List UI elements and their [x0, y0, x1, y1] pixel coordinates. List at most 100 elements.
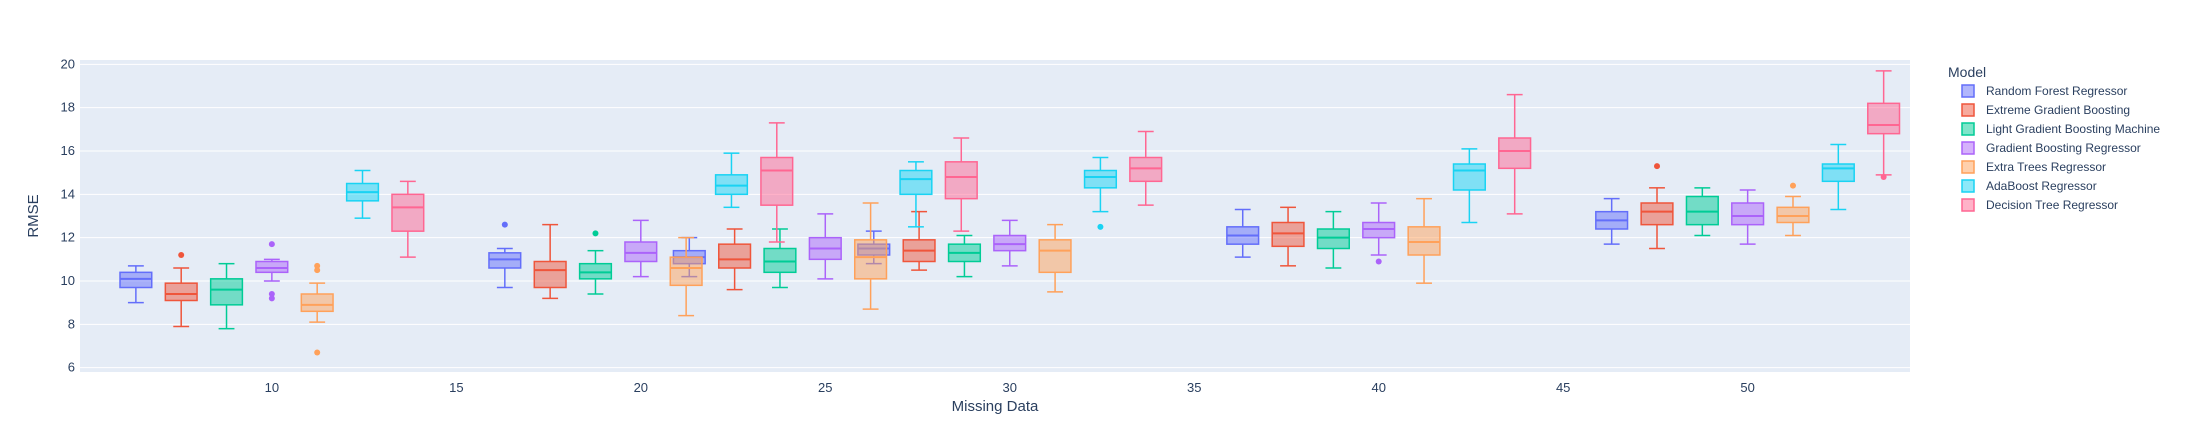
y-tick-label: 20 [61, 56, 75, 71]
outlier-point [1654, 163, 1661, 170]
box [1731, 189, 1765, 245]
legend-label: Light Gradient Boosting Machine [1986, 122, 2160, 136]
box-iqr [300, 293, 334, 313]
box-iqr [488, 252, 522, 269]
legend-label: AdaBoost Regressor [1986, 179, 2097, 193]
box [1685, 187, 1719, 237]
outlier-point [1880, 174, 1887, 180]
box [1776, 182, 1810, 237]
legend-swatch [1961, 122, 1975, 136]
box [714, 152, 749, 209]
box-iqr [763, 247, 797, 274]
box-iqr [853, 239, 888, 280]
legend-swatch [1961, 160, 1975, 174]
box-series [119, 70, 1901, 356]
box-series-extra-trees-regressor [300, 182, 1810, 356]
legend-swatch [1961, 179, 1975, 193]
box-iqr [899, 169, 933, 196]
box-iqr [119, 271, 153, 289]
box-series-decision-tree-regressor [391, 70, 1901, 258]
box [1362, 202, 1396, 265]
legend-label: Decision Tree Regressor [1986, 198, 2118, 212]
x-tick-label: 35 [1187, 380, 1201, 395]
box-iqr [1498, 137, 1532, 170]
box-iqr [209, 278, 244, 306]
box [533, 223, 567, 300]
box [164, 252, 198, 328]
box [947, 234, 982, 278]
legend-swatch [1961, 103, 1975, 117]
box [718, 228, 752, 291]
box [119, 265, 153, 304]
box-series-light-gradient-boosting-machine [209, 187, 1719, 330]
box-iqr [1776, 206, 1810, 224]
box-series-gradient-boosting-regressor [255, 189, 1765, 302]
box-iqr [1316, 228, 1350, 250]
box [1407, 197, 1441, 284]
box-iqr [624, 241, 658, 263]
outlier-point [1789, 182, 1796, 189]
box [488, 221, 522, 289]
box-iqr [714, 174, 749, 196]
box-iqr [1362, 221, 1396, 239]
legend-swatch [1961, 141, 1975, 155]
outlier-point [268, 295, 275, 302]
legend-item: Gradient Boosting Regressor [1961, 141, 2141, 155]
outlier-point [268, 241, 275, 248]
legend-swatch [1961, 84, 1975, 98]
box-iqr [760, 156, 794, 206]
y-tick-label: 10 [61, 273, 75, 288]
box-iqr [1038, 239, 1072, 274]
box-iqr [944, 161, 978, 200]
x-tick-label: 25 [818, 380, 832, 395]
box [944, 137, 978, 232]
box [209, 262, 244, 330]
legend-label: Random Forest Regressor [1986, 84, 2127, 98]
box [1038, 223, 1072, 293]
legend-item: Extreme Gradient Boosting [1961, 103, 2130, 117]
legend-item: Extra Trees Regressor [1961, 160, 2106, 174]
outlier-point [1375, 258, 1382, 265]
legend: Model Random Forest Regressor Extreme Gra… [1948, 64, 2160, 212]
y-tick-label: 18 [61, 100, 75, 115]
box-iqr [255, 260, 289, 274]
box [1129, 130, 1163, 206]
box [993, 219, 1027, 267]
y-tick-label: 14 [61, 186, 75, 201]
box-series-extreme-gradient-boosting [164, 163, 1674, 328]
box-series-adaboost-regressor [345, 143, 1855, 230]
box-iqr [1407, 226, 1441, 256]
box [391, 180, 425, 258]
box [1083, 156, 1118, 230]
box-iqr [1685, 195, 1719, 226]
y-axis-title: RMSE [25, 194, 42, 237]
box-iqr [391, 193, 425, 232]
box [760, 122, 794, 243]
y-axis-ticks: 6 8 10 12 14 16 18 20 [61, 56, 75, 374]
grid-lines [80, 63, 1910, 369]
legend-items: Random Forest Regressor Extreme Gradient … [1961, 84, 2160, 212]
legend-item: Light Gradient Boosting Machine [1961, 122, 2160, 136]
box-iqr [993, 234, 1027, 252]
box-iqr [1083, 169, 1118, 189]
legend-item: Random Forest Regressor [1961, 84, 2127, 98]
x-tick-label: 30 [1003, 380, 1017, 395]
box-iqr [578, 262, 613, 280]
box-iqr [1271, 221, 1305, 248]
outlier-point [1097, 223, 1104, 230]
box [1316, 210, 1350, 269]
box [853, 202, 888, 310]
x-axis-ticks: 10 15 20 25 30 35 40 45 50 [265, 380, 1755, 395]
x-tick-label: 50 [1740, 380, 1754, 395]
box [1498, 93, 1532, 215]
legend-label: Extreme Gradient Boosting [1986, 103, 2130, 117]
legend-label: Extra Trees Regressor [1986, 160, 2106, 174]
box [1271, 206, 1305, 267]
box [624, 219, 658, 278]
box [763, 228, 797, 289]
box [255, 241, 289, 302]
box [1226, 208, 1260, 258]
box [1867, 70, 1901, 180]
outlier-point [314, 349, 321, 356]
box-iqr [164, 282, 198, 302]
